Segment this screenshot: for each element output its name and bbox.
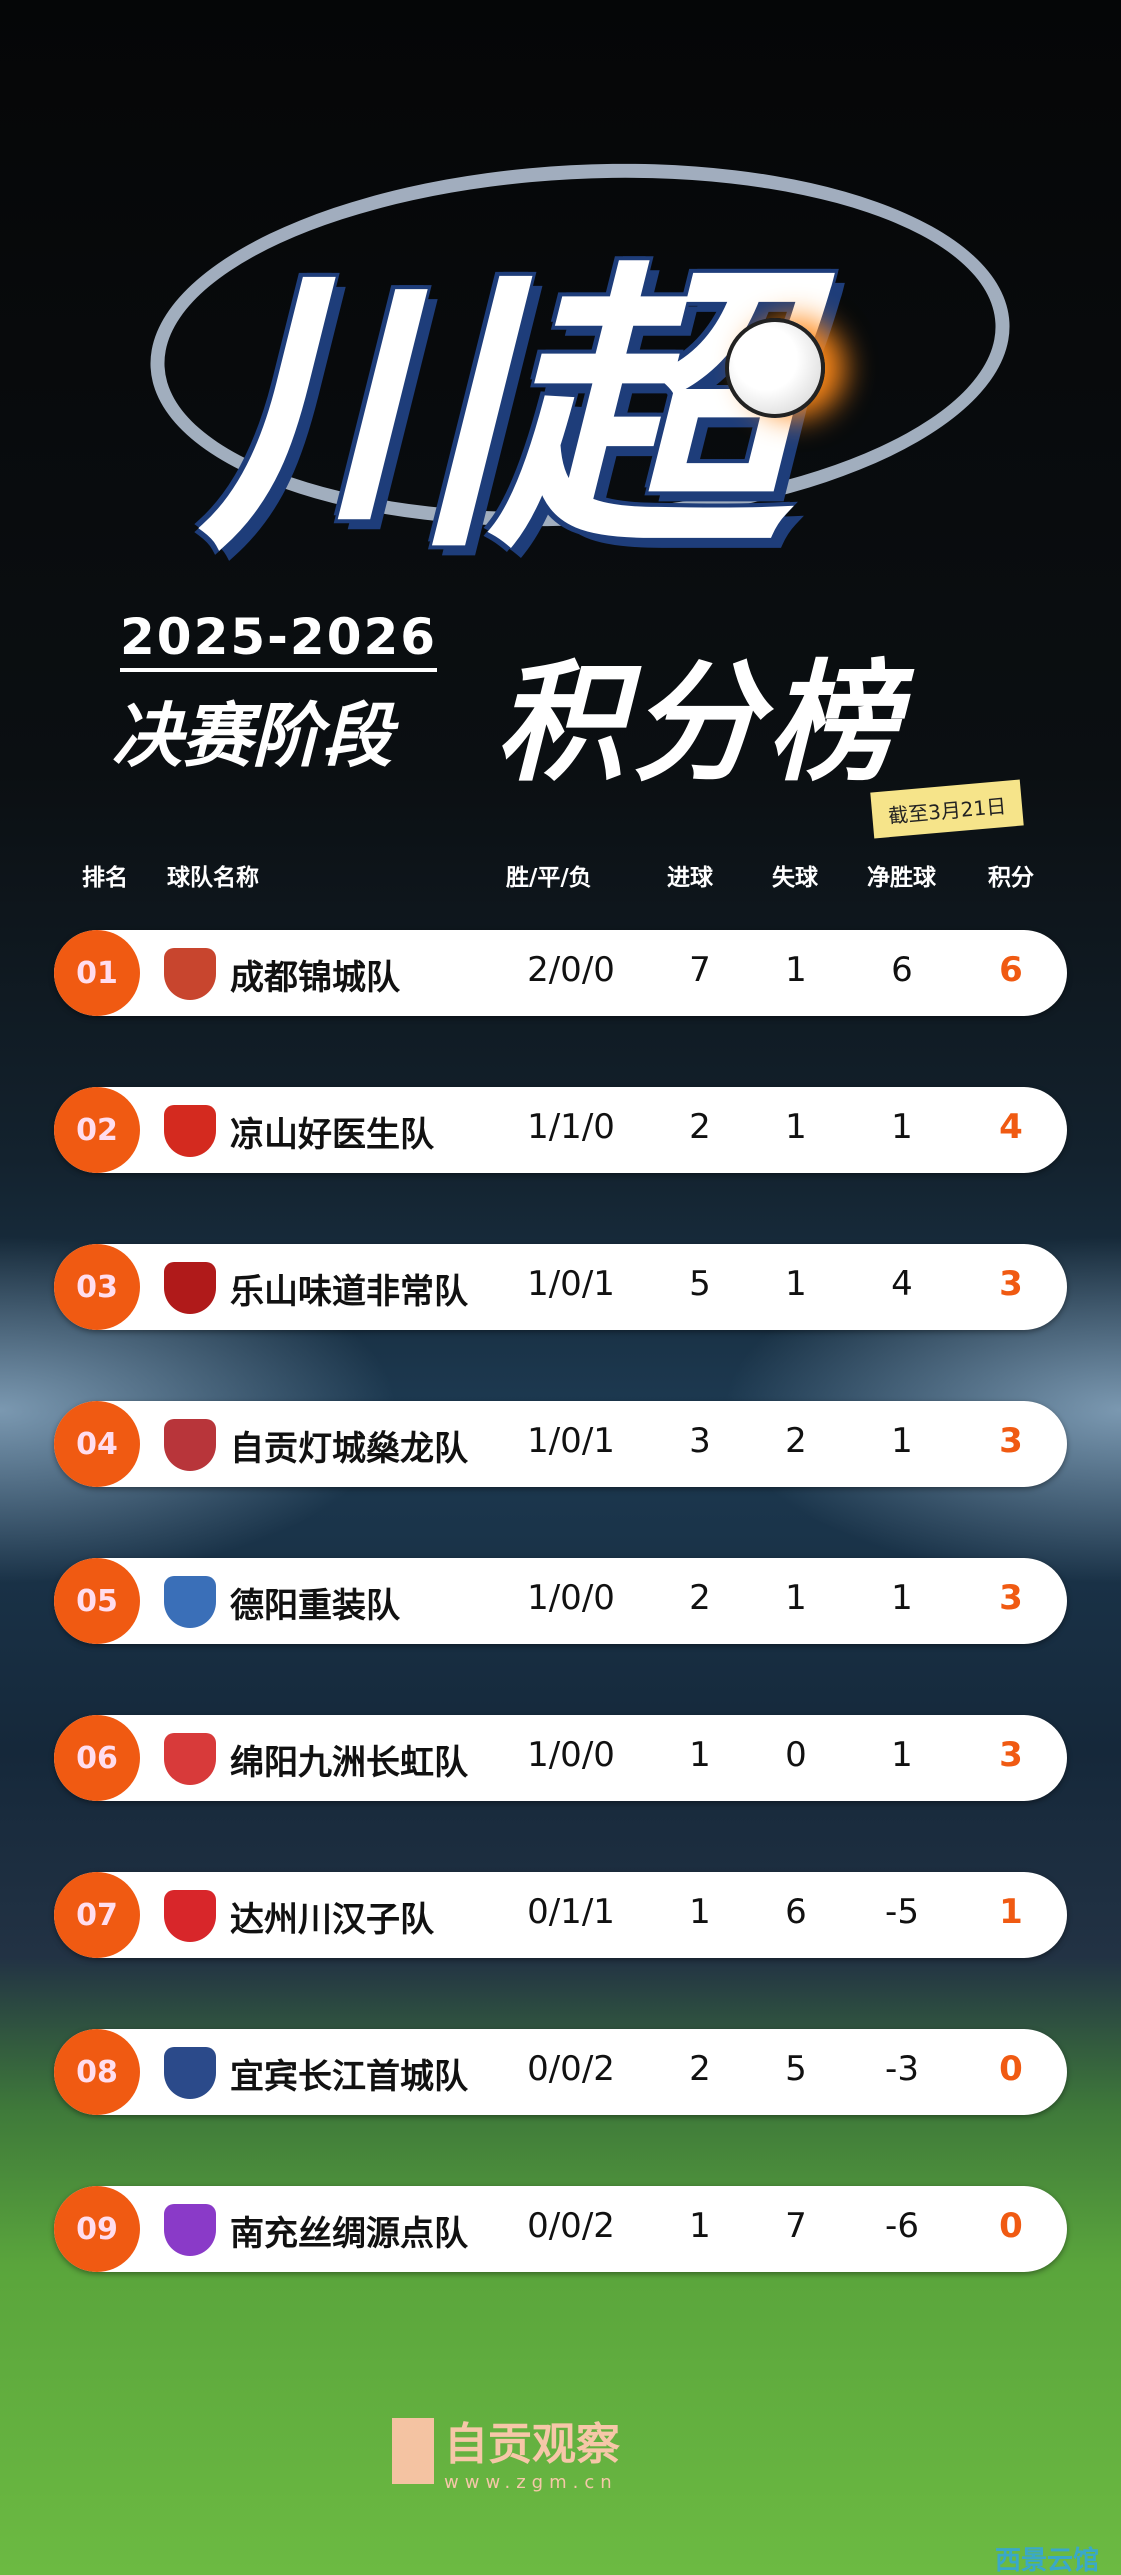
table-row: 03 乐山味道非常队 1/0/1 5 1 4 3	[54, 1244, 1067, 1330]
wdl: 2/0/0	[527, 950, 615, 990]
points: 0	[999, 2049, 1023, 2089]
team-logo-icon	[164, 1890, 216, 1942]
team-name: 德阳重装队	[230, 1586, 400, 1626]
brand-logo-icon	[392, 2417, 434, 2484]
team-name: 自贡灯城燊龙队	[230, 1429, 468, 1469]
table-row: 04 自贡灯城燊龙队 1/0/1 3 2 1 3	[54, 1401, 1067, 1487]
goal-diff: -5	[885, 1892, 919, 1932]
team-name: 达州川汉子队	[230, 1900, 434, 1940]
goal-diff: 1	[891, 1578, 913, 1618]
goal-diff: -6	[885, 2206, 919, 2246]
col-gd: 净胜球	[867, 865, 936, 891]
points: 4	[999, 1107, 1023, 1147]
col-team: 球队名称	[167, 865, 259, 891]
rank-badge: 04	[54, 1401, 140, 1487]
team-name: 宜宾长江首城队	[230, 2057, 468, 2097]
points: 3	[999, 1735, 1023, 1775]
corner-watermark: 西景云馆	[995, 2546, 1100, 2575]
col-ga: 失球	[772, 865, 818, 891]
table-row: 05 德阳重装队 1/0/0 2 1 1 3	[54, 1558, 1067, 1644]
col-pts: 积分	[988, 865, 1034, 891]
goals-against: 5	[785, 2049, 807, 2089]
wdl: 1/0/1	[527, 1421, 615, 1461]
points: 3	[999, 1578, 1023, 1618]
team-logo-icon	[164, 1105, 216, 1157]
table-row: 02 凉山好医生队 1/1/0 2 1 1 4	[54, 1087, 1067, 1173]
wdl: 0/0/2	[527, 2049, 615, 2089]
team-logo-icon	[164, 1576, 216, 1628]
team-name: 成都锦城队	[230, 958, 400, 998]
col-gf: 进球	[667, 865, 713, 891]
team-name: 南充丝绸源点队	[230, 2214, 468, 2254]
points: 0	[999, 2206, 1023, 2246]
goal-diff: 6	[891, 950, 913, 990]
soccer-ball-icon	[725, 318, 825, 418]
rank-badge: 01	[54, 930, 140, 1016]
goals-for: 1	[689, 1735, 711, 1775]
goal-diff: 1	[891, 1107, 913, 1147]
wdl: 0/0/2	[527, 2206, 615, 2246]
team-name: 绵阳九洲长虹队	[230, 1743, 468, 1783]
table-row: 06 绵阳九洲长虹队 1/0/0 1 0 1 3	[54, 1715, 1067, 1801]
watermark: 自贡观察 www.zgm.cn	[392, 2408, 620, 2493]
points: 3	[999, 1264, 1023, 1304]
team-logo-icon	[164, 1733, 216, 1785]
goals-for: 5	[689, 1264, 711, 1304]
goal-diff: -3	[885, 2049, 919, 2089]
goal-diff: 1	[891, 1421, 913, 1461]
team-logo-icon	[164, 2204, 216, 2256]
team-logo-icon	[164, 1262, 216, 1314]
rank-badge: 02	[54, 1087, 140, 1173]
rank-badge: 09	[54, 2186, 140, 2272]
goals-for: 3	[689, 1421, 711, 1461]
goals-against: 7	[785, 2206, 807, 2246]
wdl: 0/1/1	[527, 1892, 615, 1932]
table-row: 07 达州川汉子队 0/1/1 1 6 -5 1	[54, 1872, 1067, 1958]
goals-against: 0	[785, 1735, 807, 1775]
brand: 自贡观察	[444, 2419, 620, 2470]
wdl: 1/0/0	[527, 1578, 615, 1618]
goals-for: 7	[689, 950, 711, 990]
goal-diff: 4	[891, 1264, 913, 1304]
season: 2025-2026	[120, 608, 438, 672]
team-name: 乐山味道非常队	[230, 1272, 468, 1312]
goals-against: 1	[785, 1578, 807, 1618]
goals-against: 1	[785, 1107, 807, 1147]
league-title: 川超	[200, 239, 790, 588]
rank-badge: 03	[54, 1244, 140, 1330]
brand-url: www.zgm.cn	[444, 2472, 618, 2493]
board-title: 积分榜	[495, 647, 904, 799]
table-row: 08 宜宾长江首城队 0/0/2 2 5 -3 0	[54, 2029, 1067, 2115]
col-wdl: 胜/平/负	[506, 865, 592, 891]
goals-for: 1	[689, 1892, 711, 1932]
wdl: 1/1/0	[527, 1107, 615, 1147]
wdl: 1/0/0	[527, 1735, 615, 1775]
points: 6	[999, 950, 1023, 990]
goals-for: 2	[689, 2049, 711, 2089]
team-logo-icon	[164, 948, 216, 1000]
goal-diff: 1	[891, 1735, 913, 1775]
points: 1	[999, 1892, 1023, 1932]
team-name: 凉山好医生队	[230, 1115, 434, 1155]
goals-against: 6	[785, 1892, 807, 1932]
rank-badge: 07	[54, 1872, 140, 1958]
rank-badge: 05	[54, 1558, 140, 1644]
goals-against: 2	[785, 1421, 807, 1461]
team-logo-icon	[164, 1419, 216, 1471]
table-row: 09 南充丝绸源点队 0/0/2 1 7 -6 0	[54, 2186, 1067, 2272]
team-logo-icon	[164, 2047, 216, 2099]
stage: 决赛阶段	[112, 695, 392, 777]
rank-badge: 06	[54, 1715, 140, 1801]
rank-badge: 08	[54, 2029, 140, 2115]
goals-against: 1	[785, 1264, 807, 1304]
goals-for: 2	[689, 1107, 711, 1147]
goals-for: 1	[689, 2206, 711, 2246]
goals-against: 1	[785, 950, 807, 990]
points: 3	[999, 1421, 1023, 1461]
table-row: 01 成都锦城队 2/0/0 7 1 6 6	[54, 930, 1067, 1016]
goals-for: 2	[689, 1578, 711, 1618]
wdl: 1/0/1	[527, 1264, 615, 1304]
col-rank: 排名	[82, 865, 128, 891]
